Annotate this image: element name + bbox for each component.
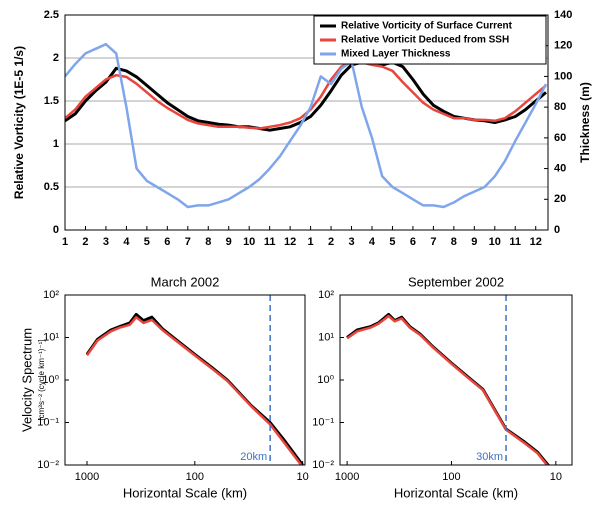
y-tick-label: 0.5 [44, 181, 59, 193]
x-tick-label: 7 [430, 236, 436, 248]
y-tick-label: 10⁻² [37, 459, 59, 471]
x-tick-label: 2 [328, 236, 334, 248]
y2-tick-label: 80 [554, 101, 566, 113]
chart-title: March 2002 [151, 274, 220, 289]
x-tick-label: 8 [451, 236, 457, 248]
x-tick-label: 1 [62, 236, 68, 248]
x-tick-label: 12 [284, 236, 296, 248]
y2-tick-label: 20 [554, 193, 566, 205]
y2-tick-label: 0 [554, 224, 560, 236]
x-tick-label: 7 [185, 236, 191, 248]
plot-area [65, 42, 548, 209]
x-tick-label: 10 [550, 471, 562, 483]
x-tick-label: 10 [489, 236, 501, 248]
plot-frame [64, 294, 306, 466]
y-tick-label: 10¹ [43, 331, 59, 343]
series-line [346, 314, 549, 465]
y2-tick-label: 60 [554, 132, 566, 144]
y-axis-label: Velocity Spectrum [19, 328, 34, 432]
x-tick-label: 6 [410, 236, 416, 248]
plot-frame [339, 294, 573, 466]
x-tick-label: 5 [389, 236, 395, 248]
plot-area [85, 312, 304, 465]
x-tick-label: 3 [348, 236, 354, 248]
series-line [65, 42, 548, 209]
scale-marker-label: 30km [476, 451, 503, 463]
x-tick-label: 9 [226, 236, 232, 248]
y-tick-label: 2.5 [44, 9, 59, 21]
y2-tick-label: 140 [554, 9, 572, 21]
y-tick-label: 10⁰ [42, 374, 59, 386]
x-tick-label: 3 [103, 236, 109, 248]
y-tick-label: 10² [43, 289, 59, 301]
y-tick-label: 0 [53, 224, 59, 236]
x-tick-label: 2 [82, 236, 88, 248]
scale-marker-label: 20km [240, 451, 267, 463]
y2-axis-label: Thickness (m) [578, 82, 592, 163]
y-tick-label: 10⁻² [312, 459, 334, 471]
series-line [85, 315, 303, 465]
y2-tick-label: 100 [554, 70, 572, 82]
x-tick-label: 6 [164, 236, 170, 248]
legend-box [313, 15, 547, 65]
x-tick-label: 8 [205, 236, 211, 248]
plot-frame [64, 14, 549, 231]
x-tick-label: 4 [123, 236, 130, 248]
y-tick-label: 10⁻¹ [312, 416, 334, 428]
y2-tick-label: 40 [554, 162, 566, 174]
y-tick-label: 10⁰ [317, 374, 334, 386]
y-tick-label: 10⁻¹ [37, 416, 59, 428]
x-tick-label: 9 [471, 236, 477, 248]
series-line [346, 312, 550, 465]
y-tick-label: 2 [53, 52, 59, 64]
chart-title: September 2002 [408, 274, 504, 289]
x-tick-label: 11 [509, 236, 521, 248]
y-tick-label: 10² [318, 289, 334, 301]
x-tick-label: 100 [186, 471, 204, 483]
x-tick-label: 1000 [75, 471, 99, 483]
x-tick-label: 10 [296, 471, 308, 483]
plot-area [346, 312, 550, 465]
y-tick-label: 1 [53, 138, 59, 150]
y-tick-label: 1.5 [44, 95, 59, 107]
x-tick-label: 10 [243, 236, 255, 248]
x-tick-label: 1 [308, 236, 314, 248]
x-tick-label: 5 [144, 236, 150, 248]
legend-label: Relative Vorticit Deduced from SSH [341, 35, 509, 46]
x-tick-label: 1000 [335, 471, 359, 483]
y-axis-units: [cm²s⁻² (cycle km⁻¹)⁻¹] [37, 339, 46, 420]
legend-label: Mixed Layer Thickness [341, 49, 451, 60]
y-tick-label: 10¹ [318, 331, 334, 343]
x-axis-label: Horizontal Scale (km) [394, 485, 518, 500]
y-axis-label: Relative Vorticity (1E-5 1/s) [12, 46, 26, 199]
x-axis-label: Horizontal Scale (km) [123, 485, 247, 500]
x-tick-label: 12 [530, 236, 542, 248]
x-tick-label: 11 [264, 236, 276, 248]
x-tick-label: 100 [442, 471, 460, 483]
legend-label: Relative Vorticity of Surface Current [341, 21, 513, 32]
x-tick-label: 4 [369, 236, 376, 248]
y2-tick-label: 120 [554, 40, 572, 52]
